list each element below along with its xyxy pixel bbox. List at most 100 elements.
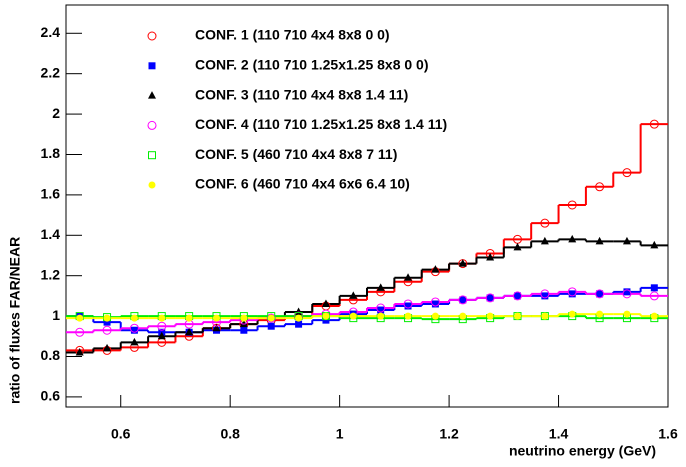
x-tick-label: 0.6	[111, 426, 131, 442]
x-tick-label: 1.6	[658, 426, 678, 442]
data-marker	[212, 323, 221, 332]
data-marker	[622, 289, 632, 299]
legend-label: CONF. 2 (110 710 1.25x1.25 8x8 0 0)	[195, 57, 429, 73]
data-marker	[404, 312, 412, 320]
data-marker	[376, 283, 385, 291]
data-marker	[486, 294, 494, 302]
data-marker	[102, 325, 112, 335]
data-marker	[623, 310, 631, 318]
data-marker	[349, 291, 358, 299]
data-marker	[431, 265, 440, 273]
data-marker	[157, 331, 166, 340]
data-marker	[622, 236, 631, 245]
data-marker	[430, 297, 440, 307]
data-marker	[650, 240, 659, 249]
legend-marker	[148, 181, 156, 189]
y-tick-label: 1	[52, 307, 60, 323]
y-tick-label: 2.4	[41, 24, 61, 40]
data-marker	[376, 303, 386, 313]
data-marker	[622, 168, 632, 178]
data-marker	[540, 218, 550, 228]
data-marker	[322, 316, 330, 324]
data-marker	[568, 234, 577, 243]
data-marker	[377, 312, 385, 320]
data-marker	[403, 299, 413, 309]
data-marker	[459, 296, 467, 304]
data-marker	[485, 293, 495, 303]
data-marker	[158, 314, 166, 322]
legend-marker	[148, 91, 156, 99]
y-tick-label: 2.2	[41, 64, 61, 80]
data-marker	[240, 326, 248, 334]
data-marker	[541, 292, 549, 300]
data-marker	[568, 290, 576, 298]
x-tick-label: 1.4	[549, 426, 569, 442]
x-tick-label: 1	[336, 426, 344, 442]
data-marker	[295, 314, 303, 322]
data-marker	[267, 322, 275, 330]
y-tick-label: 0.8	[41, 347, 61, 363]
data-marker	[540, 236, 549, 245]
data-marker	[431, 300, 439, 308]
data-marker	[595, 236, 604, 245]
x-axis-label: neutrino energy (GeV)	[509, 443, 656, 459]
legend-marker	[147, 120, 157, 130]
data-marker	[514, 312, 521, 320]
y-tick-label: 0.6	[41, 388, 61, 404]
data-marker	[431, 312, 439, 320]
legend-marker	[148, 151, 156, 160]
legend-label: CONF. 6 (460 710 4x4 6x6 6.4 10)	[195, 176, 410, 192]
data-marker	[404, 302, 412, 310]
data-marker	[129, 323, 139, 333]
x-tick-label: 1.2	[439, 426, 459, 442]
data-marker	[404, 273, 413, 281]
data-marker	[267, 314, 275, 322]
y-tick-label: 1.8	[41, 145, 61, 161]
data-marker	[459, 312, 467, 320]
y-tick-label: 2	[52, 105, 60, 121]
data-marker	[514, 292, 521, 300]
data-marker	[458, 295, 468, 305]
x-tick-label: 0.8	[220, 426, 240, 442]
y-axis-label: ratio of fluxes FAR/NEAR	[7, 237, 23, 404]
data-marker	[595, 289, 605, 299]
data-marker	[650, 312, 658, 320]
data-marker	[103, 314, 111, 322]
data-marker	[130, 337, 139, 346]
data-marker	[321, 299, 330, 307]
data-marker	[513, 242, 522, 251]
data-marker	[567, 287, 577, 297]
data-marker	[567, 200, 577, 210]
data-marker	[295, 320, 303, 328]
data-marker	[596, 290, 604, 298]
data-marker	[513, 291, 522, 301]
data-marker	[157, 321, 167, 331]
data-marker	[294, 307, 303, 316]
data-marker	[377, 306, 385, 314]
data-marker	[623, 288, 631, 296]
data-marker	[486, 312, 494, 320]
legend-label: CONF. 5 (460 710 4x4 8x8 7 11)	[195, 146, 397, 162]
legend-label: CONF. 1 (110 710 4x4 8x8 0 0)	[195, 27, 390, 43]
data-marker	[541, 312, 549, 320]
y-tick-label: 1.2	[41, 266, 61, 282]
data-marker	[75, 327, 85, 337]
legend-label: CONF. 4 (110 710 1.25x1.25 8x8 1.4 11)	[195, 116, 447, 132]
data-marker	[349, 312, 357, 320]
data-marker	[185, 314, 193, 322]
data-marker	[240, 314, 248, 322]
data-marker	[322, 312, 330, 320]
legend-label: CONF. 3 (110 710 4x4 8x8 1.4 11)	[195, 86, 408, 102]
data-marker	[649, 291, 659, 301]
legend-marker	[148, 62, 156, 70]
y-tick-label: 1.6	[41, 186, 61, 202]
data-marker	[458, 259, 467, 267]
data-marker	[239, 319, 248, 328]
data-marker	[130, 314, 138, 322]
data-marker	[595, 182, 605, 192]
y-tick-label: 1.4	[41, 226, 61, 242]
plot-frame	[65, 4, 669, 408]
data-marker	[75, 347, 84, 356]
data-marker	[650, 284, 658, 292]
